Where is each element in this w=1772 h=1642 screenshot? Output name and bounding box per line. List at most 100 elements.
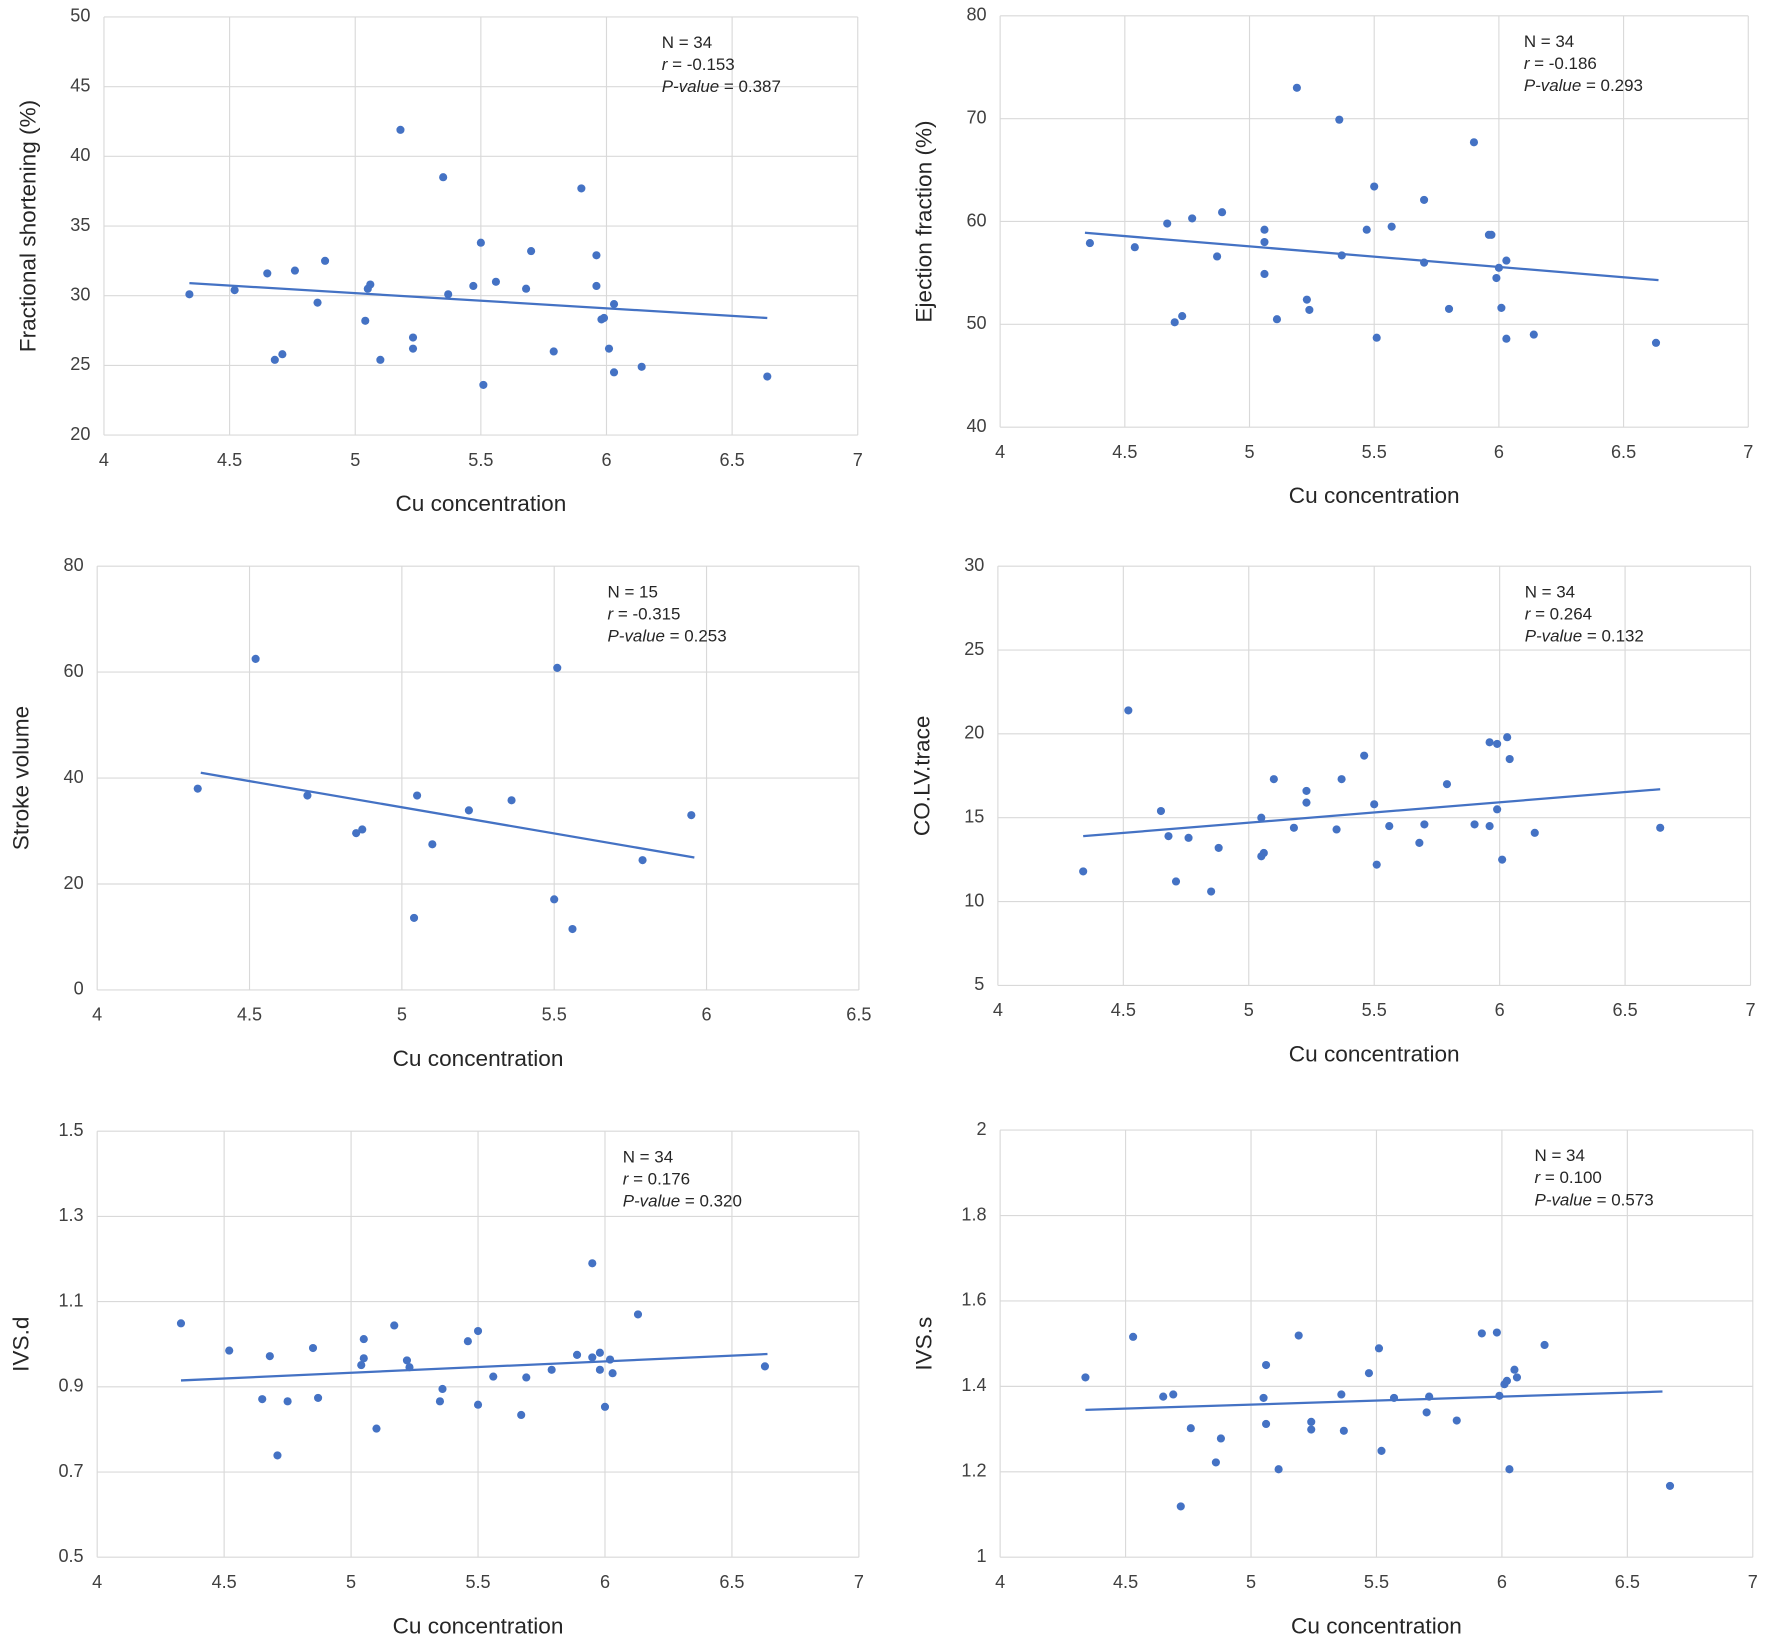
point xyxy=(1502,1376,1511,1385)
y-tick-label: 70 xyxy=(966,107,986,127)
point xyxy=(1337,1390,1346,1399)
y-tick-label: 45 xyxy=(70,75,90,95)
point xyxy=(1505,1465,1514,1474)
point xyxy=(1292,83,1301,92)
point xyxy=(1302,295,1311,304)
annotation-italic: P-value xyxy=(1525,627,1582,646)
point xyxy=(435,1397,445,1406)
point xyxy=(278,350,287,359)
point xyxy=(1495,1391,1504,1400)
x-tick-label: 6 xyxy=(600,1572,610,1592)
y-tick-label: 40 xyxy=(64,767,84,787)
point xyxy=(1218,208,1227,217)
x-tick-label: 5.5 xyxy=(1362,1000,1387,1020)
point xyxy=(408,344,418,353)
point xyxy=(572,1350,582,1359)
point xyxy=(1485,738,1494,747)
annotation-line: r = -0.315 xyxy=(608,605,681,624)
y-axis-title: Fractional shortening (%) xyxy=(15,100,40,352)
point xyxy=(633,1310,643,1319)
point xyxy=(1360,751,1369,760)
point xyxy=(1171,877,1181,886)
point xyxy=(263,269,272,278)
annotation-text: = 0.253 xyxy=(665,627,727,646)
point xyxy=(1444,304,1454,313)
point xyxy=(595,1365,604,1374)
point xyxy=(1260,225,1269,234)
point xyxy=(1216,1434,1225,1443)
point xyxy=(1494,263,1503,272)
point xyxy=(1214,843,1223,852)
annotation-text: = 0.573 xyxy=(1592,1191,1654,1210)
point xyxy=(1415,838,1424,847)
x-tick-label: 5 xyxy=(1244,442,1254,462)
y-tick-label: 1.5 xyxy=(58,1120,83,1140)
x-tick-label: 4 xyxy=(92,1005,102,1025)
y-tick-label: 2 xyxy=(977,1119,987,1139)
point xyxy=(547,1365,556,1374)
point xyxy=(1259,848,1268,858)
point xyxy=(549,347,558,356)
y-tick-label: 25 xyxy=(70,354,90,374)
trendline xyxy=(200,771,695,859)
x-tick-label: 6 xyxy=(1495,1000,1505,1020)
x-tick-label: 4.5 xyxy=(1111,1000,1136,1020)
point xyxy=(1452,1416,1461,1425)
point xyxy=(376,355,385,364)
point xyxy=(1420,195,1429,204)
point xyxy=(1370,182,1379,191)
x-axis-title: Cu concentration xyxy=(393,1046,564,1071)
point xyxy=(604,344,614,353)
y-tick-label: 1.8 xyxy=(961,1204,986,1224)
annotation-text: = -0.153 xyxy=(667,56,734,75)
y-tick-label: 1 xyxy=(977,1546,987,1566)
annotation-line: r = -0.153 xyxy=(662,56,735,75)
point xyxy=(1530,828,1539,837)
annotation-text: = -0.315 xyxy=(613,605,680,624)
x-tick-label: 7 xyxy=(853,450,863,470)
point xyxy=(1274,1465,1283,1474)
annotation-text: N = 34 xyxy=(1524,32,1574,51)
point xyxy=(352,829,361,838)
y-tick-label: 0.5 xyxy=(58,1546,83,1566)
x-tick-label: 6 xyxy=(1494,442,1504,462)
annotation-italic: r xyxy=(623,1170,630,1189)
point xyxy=(290,266,299,275)
annotation-text: = 0.176 xyxy=(628,1170,690,1189)
point xyxy=(1213,252,1222,261)
annotation-italic: r xyxy=(1535,1169,1542,1188)
point xyxy=(176,1319,186,1328)
point xyxy=(359,1335,368,1344)
point xyxy=(1170,318,1179,327)
y-tick-label: 60 xyxy=(966,210,986,230)
point xyxy=(1307,1425,1316,1434)
x-tick-label: 5.5 xyxy=(468,450,493,470)
point xyxy=(1156,806,1166,816)
point xyxy=(1364,1369,1374,1378)
x-tick-label: 5.5 xyxy=(1362,442,1387,462)
x-tick-label: 6.5 xyxy=(720,450,745,470)
point xyxy=(1502,256,1511,265)
x-tick-label: 5 xyxy=(350,450,360,470)
x-tick-label: 4 xyxy=(993,1000,1003,1020)
x-tick-label: 5 xyxy=(1246,1572,1256,1592)
point xyxy=(258,1395,267,1404)
x-tick-label: 4 xyxy=(99,450,109,470)
point xyxy=(413,791,422,800)
x-axis-title: Cu concentration xyxy=(393,1613,564,1638)
y-tick-label: 5 xyxy=(974,974,984,994)
x-tick-label: 4.5 xyxy=(1112,442,1137,462)
annotation-italic: r xyxy=(1525,605,1532,624)
annotation-text: = 0.100 xyxy=(1540,1169,1602,1188)
point xyxy=(357,1361,366,1370)
point xyxy=(366,280,375,289)
annotation-line: P-value = 0.253 xyxy=(608,627,727,646)
point xyxy=(1487,230,1496,239)
point xyxy=(1337,775,1346,784)
point xyxy=(1159,1392,1168,1401)
point xyxy=(1492,1328,1501,1337)
point xyxy=(1425,1392,1434,1401)
x-tick-label: 4 xyxy=(995,1572,1005,1592)
point xyxy=(1469,138,1479,147)
